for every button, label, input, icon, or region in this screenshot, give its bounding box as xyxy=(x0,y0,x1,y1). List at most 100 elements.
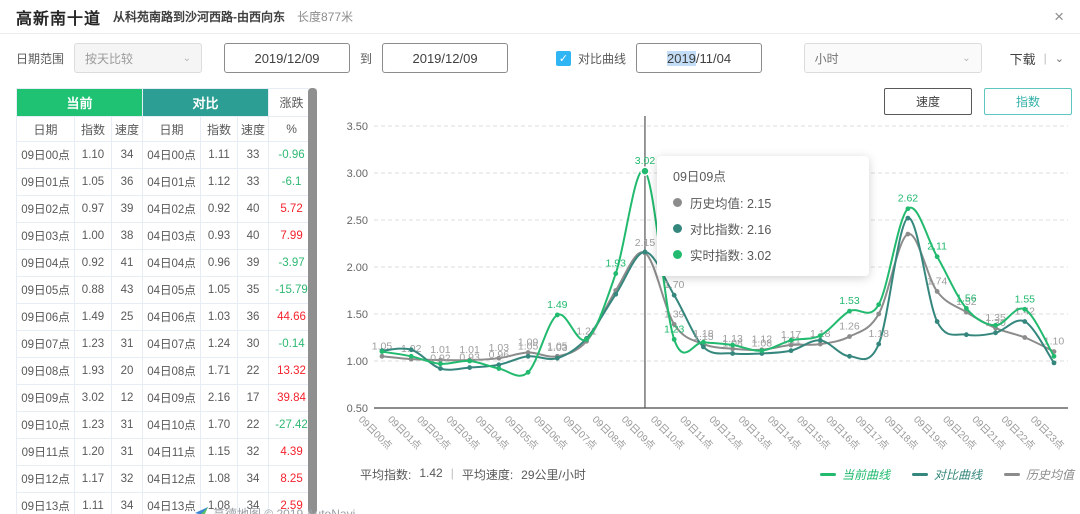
table-cell: 22 xyxy=(237,357,270,385)
table-cell: 25 xyxy=(110,303,144,331)
checkbox-checked-icon[interactable]: ✓ xyxy=(556,50,572,66)
close-icon[interactable]: × xyxy=(1054,7,1064,26)
table-cell: 04日06点 xyxy=(142,303,202,331)
table-cell: 33 xyxy=(237,141,270,169)
table-cell: 09日11点 xyxy=(16,438,75,466)
table-cell: 17 xyxy=(237,384,270,412)
table-row: 09日00点 1.10 34 04日00点 1.11 33 -0.96 xyxy=(16,141,316,169)
table-cell: 12 xyxy=(110,384,144,412)
table-cell: 09日07点 xyxy=(16,330,75,358)
table-cell: 32 xyxy=(237,438,270,466)
group-header-change: 涨跌 xyxy=(268,88,316,117)
chevron-down-icon[interactable]: ⌄ xyxy=(1054,52,1064,65)
legend-line-icon xyxy=(1003,473,1020,476)
table-cell: 1.11 xyxy=(200,141,239,169)
compare-curve-toggle[interactable]: ✓ 对比曲线 xyxy=(556,50,626,67)
table-cell: 04日00点 xyxy=(142,141,202,169)
data-point-label: 1.18 xyxy=(693,328,714,340)
compare-date-rest: /11/04 xyxy=(695,50,732,66)
change-percent-cell: -0.96 xyxy=(268,141,316,169)
table-row: 09日09点 3.02 12 04日09点 2.16 17 39.84 xyxy=(16,384,316,412)
avg-speed-label: 平均速度: xyxy=(461,468,514,482)
data-point-label: 1.08 xyxy=(752,337,773,349)
speed-tab-button[interactable]: 速度 xyxy=(884,88,972,115)
table-cell: 04日08点 xyxy=(142,357,202,385)
table-cell: 1.00 xyxy=(74,222,112,250)
compare-mode-select[interactable]: 按天比较 ⌄ xyxy=(74,43,203,73)
data-point-label: 1.26 xyxy=(839,321,860,333)
table-cell: 40 xyxy=(237,195,270,223)
table-row: 09日03点 1.00 38 04日03点 0.93 40 7.99 xyxy=(16,222,316,250)
data-point-label: 1.17 xyxy=(781,329,802,341)
table-cell: 41 xyxy=(110,249,144,277)
data-point-label: 0.96 xyxy=(489,349,510,361)
column-header-row: 日期 指数 速度 日期 指数 速度% xyxy=(16,116,316,142)
stats-separator: | xyxy=(450,466,454,480)
table-cell: 2.16 xyxy=(200,384,239,412)
toolbar: 日期范围 按天比较 ⌄ 2019/12/09 到 2019/12/09 ✓ 对比… xyxy=(0,35,1080,81)
data-point-label: 2.62 xyxy=(898,193,919,205)
table-cell: 1.10 xyxy=(74,141,112,169)
table-cell: 39 xyxy=(110,195,144,223)
comparison-table: 当前 对比 涨跌 日期 指数 速度 日期 指数 速度% 09日00点 1.10 34 04日00… xyxy=(15,88,316,514)
change-percent-cell: -15.79 xyxy=(268,276,316,304)
table-cell: 1.05 xyxy=(74,168,112,196)
dialog-header: 高新南十道 从科苑南路到沙河西路-由西向东 长度877米 × xyxy=(0,0,1080,34)
line-chart[interactable]: 0.501.001.502.002.503.003.5009日00点09日01点… xyxy=(332,114,1080,486)
table-cell: 1.17 xyxy=(74,465,112,493)
tooltip-row: 实时指数: 3.02 xyxy=(673,245,853,264)
table-cell: 1.23 xyxy=(74,330,112,358)
table-cell: 04日09点 xyxy=(142,384,202,412)
column-header: 速度 xyxy=(237,116,270,142)
compare-date-input[interactable]: 2019/11/04 xyxy=(636,43,763,73)
tooltip-title: 09日09点 xyxy=(673,170,726,184)
change-percent-cell: 2.59 xyxy=(268,492,316,514)
legend-item[interactable]: 当前曲线 xyxy=(819,466,890,483)
table-cell: 04日07点 xyxy=(142,330,202,358)
table-cell: 31 xyxy=(110,411,144,439)
table-scrollbar-track xyxy=(308,88,317,514)
compare-curve-label: 对比曲线 xyxy=(578,51,627,66)
compare-date-year: 2019 xyxy=(666,50,696,66)
attribution-text: 高德地图 © 2019 AutoNavi xyxy=(213,507,356,514)
table-row: 09日10点 1.23 31 04日10点 1.70 22 -27.42 xyxy=(16,411,316,439)
tooltip-row: 对比指数: 2.16 xyxy=(673,219,853,238)
road-section: 从科苑南路到沙河西路-由西向东 xyxy=(113,10,286,24)
legend-item[interactable]: 对比曲线 xyxy=(911,466,982,483)
table-cell: 09日00点 xyxy=(16,141,75,169)
index-tab-button[interactable]: 指数 xyxy=(984,88,1072,115)
table-cell: 09日04点 xyxy=(16,249,75,277)
avg-index-value: 1.42 xyxy=(419,466,443,480)
column-header: 日期 xyxy=(142,116,202,142)
table-cell: 0.97 xyxy=(74,195,112,223)
table-scrollbar-thumb[interactable] xyxy=(308,88,317,514)
svg-text:3.50: 3.50 xyxy=(347,121,368,133)
change-percent-cell: -3.97 xyxy=(268,249,316,277)
data-point-label: 1.01 xyxy=(430,344,451,356)
table-cell: 04日03点 xyxy=(142,222,202,250)
download-button[interactable]: 下载 | ⌄ xyxy=(1010,49,1064,68)
table-cell: 09日13点 xyxy=(16,492,75,514)
avg-index-label: 平均指数: xyxy=(360,468,412,482)
table-cell: 1.08 xyxy=(200,492,239,514)
table-cell: 1.03 xyxy=(200,303,239,331)
legend-item[interactable]: 历史均值 xyxy=(1003,466,1074,483)
svg-text:0.50: 0.50 xyxy=(347,403,368,415)
column-header: 日期 xyxy=(16,116,75,142)
table-cell: 1.15 xyxy=(200,438,239,466)
change-percent-cell: 5.72 xyxy=(268,195,316,223)
date-to-input[interactable]: 2019/12/09 xyxy=(382,43,509,73)
data-point-label: 1.15 xyxy=(693,331,714,343)
table-cell: 09日06点 xyxy=(16,303,75,331)
data-point-label: 1.03 xyxy=(489,342,510,354)
table-cell: 04日05点 xyxy=(142,276,202,304)
autonavi-logo-icon xyxy=(195,507,208,514)
date-from-input[interactable]: 2019/12/09 xyxy=(224,43,351,73)
chevron-down-icon: ⌄ xyxy=(182,52,192,64)
series-dot-icon xyxy=(673,198,682,207)
table-cell: 04日11点 xyxy=(142,438,202,466)
granularity-select[interactable]: 小时 ⌄ xyxy=(803,43,982,73)
table-cell: 3.02 xyxy=(74,384,112,412)
table-cell: 09日02点 xyxy=(16,195,75,223)
